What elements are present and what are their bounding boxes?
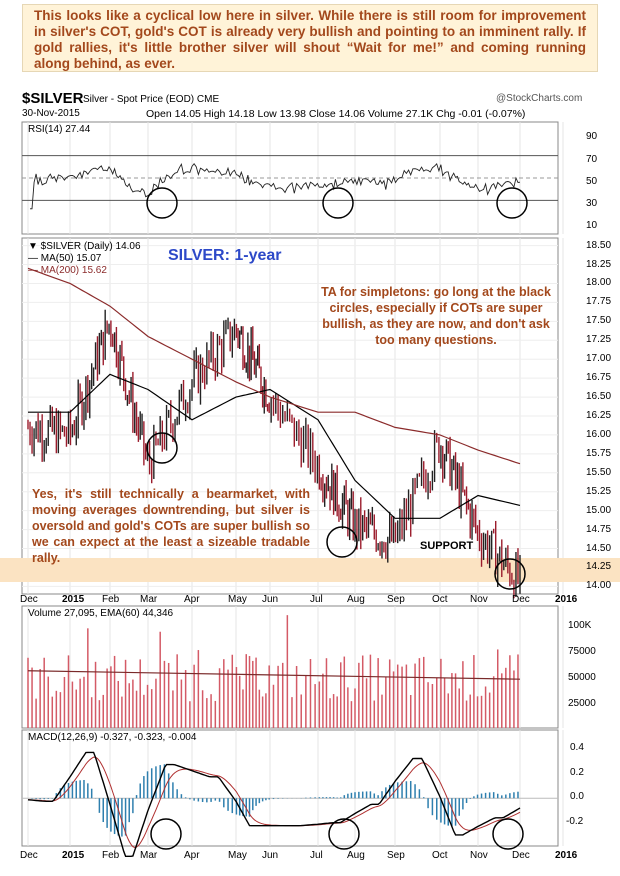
highlight-circle <box>326 526 358 558</box>
highlight-circle <box>328 818 360 850</box>
highlight-circle <box>492 818 524 850</box>
price-tick: 18.00 <box>586 277 612 289</box>
price-tick: 17.00 <box>586 353 612 365</box>
x-axis-label: Jul <box>310 850 323 861</box>
x-axis-label: Sep <box>387 850 405 861</box>
rsi-tick: 50 <box>586 176 598 187</box>
x-axis-label: 2016 <box>555 850 578 861</box>
annotation-text-left: Yes, it's still technically a bearmarket… <box>32 487 310 565</box>
stockcharts-logo: @StockCharts.com <box>496 93 583 104</box>
volume-tick: 100K <box>568 620 592 631</box>
volume-label: Volume 27,095, EMA(60) 44,346 <box>28 608 174 619</box>
price-tick: 15.00 <box>586 504 612 516</box>
price-tick: 18.25 <box>586 258 612 270</box>
x-axis-label: Dec <box>20 594 38 605</box>
volume-tick: 50000 <box>568 672 596 683</box>
x-axis-label: May <box>228 850 247 861</box>
price-legend-symbol: ▼ $SILVER (Daily) 14.06 <box>28 241 141 252</box>
macd-tick: -0.2 <box>566 816 584 827</box>
x-axis-label: Aug <box>347 850 365 861</box>
volume-ema-line <box>27 670 521 680</box>
highlight-circle <box>496 187 528 219</box>
symbol-title: $SILVER <box>22 90 84 107</box>
x-axis-label: May <box>228 594 247 605</box>
price-tick: 15.75 <box>586 447 612 459</box>
rsi-line <box>30 162 521 210</box>
price-tick: 17.25 <box>586 334 612 346</box>
macd-tick: 0.4 <box>570 742 584 753</box>
x-axis-label: Mar <box>140 850 158 861</box>
symbol-description: Silver - Spot Price (EOD) CME <box>83 94 220 105</box>
x-axis-label: Oct <box>432 594 448 605</box>
price-tick: 16.25 <box>586 410 612 421</box>
rsi-tick: 10 <box>586 220 598 231</box>
x-axis-label: Jul <box>310 594 323 605</box>
macd-tick: 0.0 <box>570 791 584 802</box>
x-axis-label: Apr <box>184 850 200 861</box>
price-legend-ma50: — MA(50) 15.07 <box>28 253 102 264</box>
x-axis-label: Nov <box>470 850 488 861</box>
price-tick: 15.50 <box>586 466 612 478</box>
ma50-line <box>28 373 521 519</box>
chart-date: 30-Nov-2015 <box>22 108 80 119</box>
x-axis-label: Aug <box>347 594 365 605</box>
x-axis-label: Feb <box>102 850 120 861</box>
annotation-text-top: This looks like a cyclical low here in s… <box>34 8 586 71</box>
x-axis-label: Sep <box>387 594 405 605</box>
x-axis-label: 2016 <box>555 594 578 605</box>
x-axis-label: Jun <box>262 850 279 861</box>
x-axis-label: Nov <box>470 594 488 605</box>
price-tick: 14.50 <box>586 542 612 554</box>
highlight-circle <box>494 558 526 590</box>
rsi-tick: 90 <box>586 131 598 142</box>
chart-title: SILVER: 1-year <box>168 247 282 264</box>
volume-tick: 25000 <box>568 698 596 709</box>
price-legend-ma200: — MA(200) 15.62 <box>28 265 107 276</box>
annotation-text-right: TA for simpletons: go long at the black … <box>321 285 551 347</box>
price-tick: 17.75 <box>586 296 612 308</box>
price-tick: 14.00 <box>586 580 612 592</box>
x-axis-label: Dec <box>512 850 530 861</box>
rsi-tick: 70 <box>586 154 598 165</box>
rsi-label: RSI(14) 27.44 <box>28 124 91 135</box>
price-tick: 16.00 <box>586 428 612 440</box>
ma200-line <box>27 267 521 465</box>
x-axis-label: 2015 <box>62 594 85 605</box>
highlight-circle <box>146 432 178 464</box>
x-axis-label: Dec <box>512 594 530 605</box>
price-tick: 14.25 <box>586 561 612 573</box>
price-tick: 16.75 <box>586 372 612 384</box>
support-label: SUPPORT <box>420 540 474 552</box>
price-tick: 14.75 <box>586 523 612 535</box>
price-tick: 15.25 <box>586 485 612 497</box>
rsi-tick: 30 <box>586 198 598 209</box>
highlight-circle <box>146 187 178 219</box>
x-axis-label: Oct <box>432 850 448 861</box>
ohlc-summary: Open 14.05 High 14.18 Low 13.98 Close 14… <box>146 108 526 120</box>
x-axis-label: Jun <box>262 594 279 605</box>
macd-label: MACD(12,26,9) -0.327, -0.323, -0.004 <box>28 732 197 743</box>
macd-tick: 0.2 <box>570 767 584 778</box>
x-axis-label: Mar <box>140 594 158 605</box>
annotation-box-top <box>22 4 598 72</box>
x-axis-label: 2015 <box>62 850 85 861</box>
price-tick: 16.50 <box>586 391 612 403</box>
x-axis-label: Dec <box>20 850 38 861</box>
price-tick: 18.50 <box>586 239 612 251</box>
x-axis-label: Apr <box>184 594 200 605</box>
support-band <box>0 558 620 582</box>
highlight-circle <box>150 818 182 850</box>
x-axis-label: Feb <box>102 594 120 605</box>
macd-line <box>27 751 521 857</box>
price-tick: 17.50 <box>586 315 612 327</box>
highlight-circle <box>322 187 354 219</box>
volume-tick: 75000 <box>568 646 596 657</box>
